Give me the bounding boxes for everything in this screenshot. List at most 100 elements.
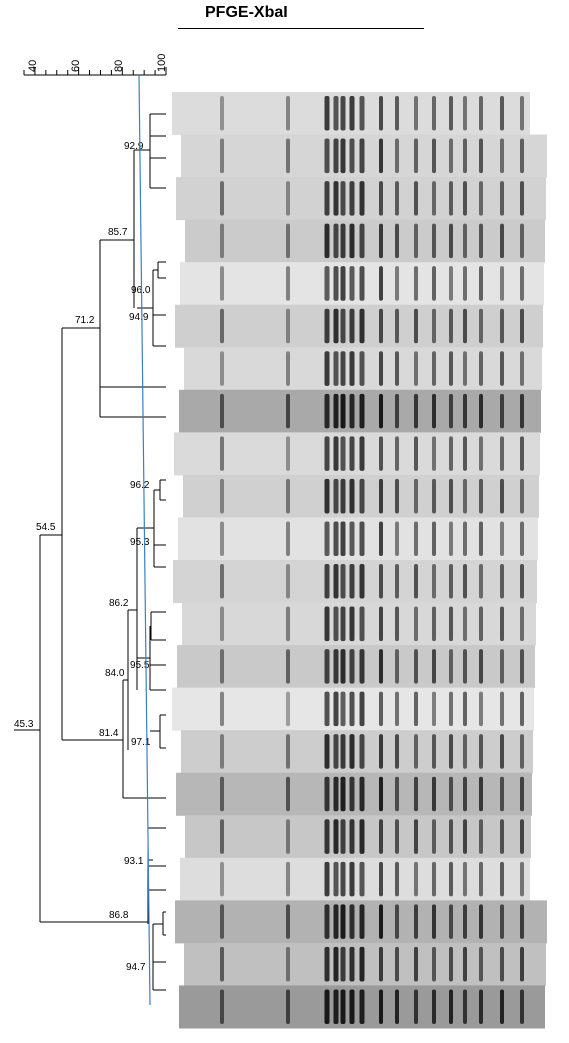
gel-band <box>414 649 418 684</box>
gel-lane <box>178 517 538 561</box>
root-branch <box>14 535 41 922</box>
gel-band <box>333 691 339 727</box>
leaf-branches-group-5 <box>150 611 166 691</box>
gel-band <box>349 734 355 769</box>
gel-band <box>463 946 467 982</box>
gel-band <box>349 436 355 471</box>
gel-band <box>500 308 504 344</box>
gel-band <box>449 138 453 174</box>
gel-band <box>479 96 483 131</box>
gel-band <box>432 649 436 684</box>
gel-band <box>220 606 224 642</box>
gel-band <box>340 223 346 259</box>
gel-band <box>379 96 383 131</box>
node-96.2-95.3-branch <box>137 480 161 567</box>
gel-band <box>463 649 467 684</box>
gel-band <box>220 351 224 386</box>
gel-band <box>463 223 467 259</box>
gel-band <box>220 691 224 727</box>
gel-band <box>324 436 330 471</box>
gel-lane <box>175 304 543 348</box>
gel-band <box>220 861 224 897</box>
gel-band <box>379 393 383 429</box>
node-85.7-branch <box>100 150 135 308</box>
gel-band <box>324 266 330 301</box>
gel-band <box>520 436 524 471</box>
node-label: 85.7 <box>108 227 128 238</box>
gel-band <box>479 181 483 216</box>
node-92.9-branch <box>134 114 151 188</box>
gel-band <box>379 478 383 514</box>
scale-tick-label-100: 100 <box>156 54 168 72</box>
gel-band <box>414 819 418 854</box>
gel-band <box>479 649 483 684</box>
gel-band <box>463 989 467 1024</box>
gel-band <box>414 436 418 471</box>
gel-band <box>395 649 399 684</box>
gel-band <box>333 521 339 556</box>
gel-band <box>520 734 524 769</box>
gel-band <box>359 478 365 514</box>
gel-band <box>449 946 453 982</box>
gel-band <box>432 96 436 131</box>
gel-band <box>395 436 399 471</box>
title-underline <box>178 28 424 29</box>
gel-band <box>324 606 330 642</box>
gel-band <box>432 606 436 642</box>
node-95.5-branch <box>137 612 152 690</box>
gel-band <box>432 266 436 301</box>
gel-band <box>432 308 436 344</box>
gel-band <box>340 989 346 1024</box>
gel-band <box>479 308 483 344</box>
gel-band <box>324 96 330 131</box>
gel-band <box>324 904 330 939</box>
gel-band <box>340 904 346 939</box>
gel-band <box>286 266 290 301</box>
gel-band <box>379 181 383 216</box>
gel-band <box>520 776 524 812</box>
similarity-scale: 40 60 80 100 <box>23 54 168 76</box>
gel-band <box>432 223 436 259</box>
gel-band <box>359 436 365 471</box>
gel-band <box>414 989 418 1024</box>
gel-band <box>520 223 524 259</box>
gel-band <box>379 266 383 301</box>
gel-band <box>220 521 224 556</box>
gel-band <box>500 393 504 429</box>
node-label: 97.1 <box>131 737 151 748</box>
gel-band <box>463 351 467 386</box>
gel-band <box>432 393 436 429</box>
gel-band <box>449 606 453 642</box>
gel-band <box>359 819 365 854</box>
gel-band <box>286 691 290 727</box>
gel-band <box>449 691 453 727</box>
gel-band <box>340 946 346 982</box>
gel-band <box>359 181 365 216</box>
gel-band <box>333 223 339 259</box>
gel-band <box>379 223 383 259</box>
gel-band <box>414 96 418 131</box>
gel-band <box>449 734 453 769</box>
gel-band <box>432 776 436 812</box>
gel-band <box>395 223 399 259</box>
node-labels: 92.9 85.7 71.2 96.0 94.9 54.5 96.2 95.3 … <box>14 141 151 973</box>
gel-band <box>349 691 355 727</box>
gel-band <box>479 946 483 982</box>
gel-band <box>286 138 290 174</box>
gel-band <box>479 734 483 769</box>
gel-band <box>500 266 504 301</box>
gel-band <box>333 266 339 301</box>
gel-band <box>286 96 290 131</box>
gel-band <box>520 606 524 642</box>
gel-band <box>479 564 483 599</box>
gel-band <box>520 904 524 939</box>
scale-tick-label-60: 60 <box>70 60 82 72</box>
gel-band <box>500 691 504 727</box>
gel-band <box>414 138 418 174</box>
gel-band <box>333 649 339 684</box>
gel-band <box>359 564 365 599</box>
gel-band <box>449 649 453 684</box>
gel-band <box>349 478 355 514</box>
scale-tick-label-40: 40 <box>27 60 39 72</box>
gel-band <box>479 138 483 174</box>
